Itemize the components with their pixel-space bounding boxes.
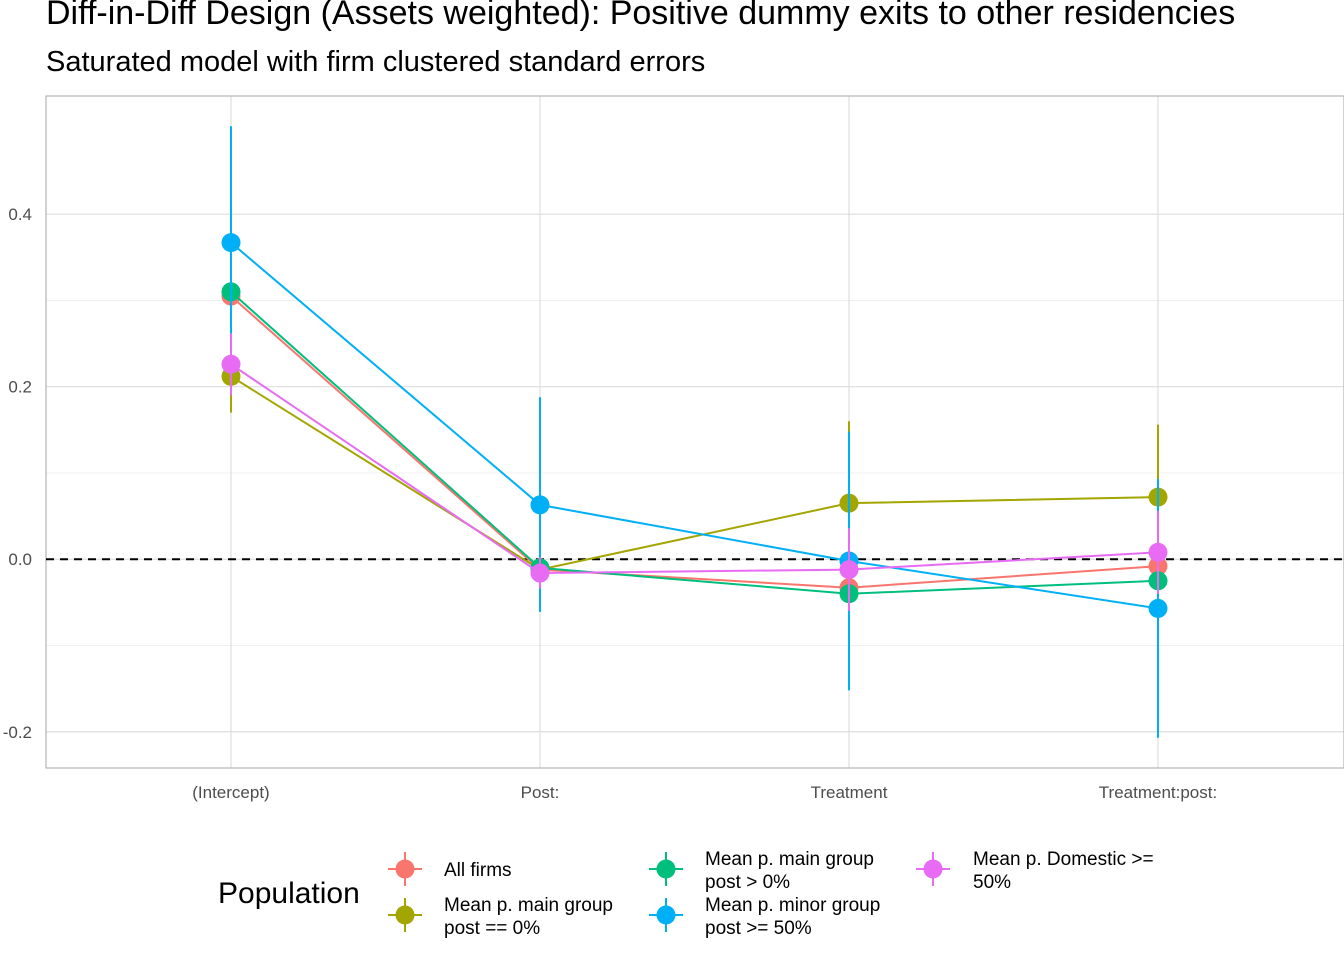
legend-key-point bbox=[656, 859, 676, 879]
chart-title: Diff-in-Diff Design (Assets weighted): P… bbox=[46, 0, 1236, 32]
legend-label: Mean p. Domestic >= 50% bbox=[973, 849, 1154, 893]
data-point bbox=[1148, 598, 1168, 618]
series-line bbox=[230, 291, 1159, 595]
legend-title: Population bbox=[218, 877, 360, 910]
series-3 bbox=[221, 126, 1168, 738]
series-line bbox=[230, 375, 1159, 571]
legend-label: All firms bbox=[444, 860, 512, 881]
series-1 bbox=[221, 340, 1168, 586]
legend-label: Mean p. minor group post >= 50% bbox=[705, 895, 880, 939]
legend-item: All firms bbox=[388, 852, 512, 886]
legend-label-line: Mean p. main group bbox=[705, 849, 874, 870]
legend-label-line: post >= 50% bbox=[705, 918, 812, 939]
x-tick-label: Treatment:post: bbox=[1099, 783, 1217, 802]
panel-border bbox=[45, 95, 1344, 769]
series-line bbox=[230, 241, 1159, 610]
legend-label-line: post == 0% bbox=[444, 918, 540, 939]
data-point bbox=[221, 354, 241, 374]
data-point bbox=[839, 560, 859, 580]
grid-layer bbox=[46, 96, 1344, 768]
legend-key-point bbox=[656, 905, 676, 925]
legend-label: Mean p. main group post == 0% bbox=[444, 895, 613, 939]
legend-item: Mean p. Domestic >= 50% bbox=[916, 849, 1154, 893]
series-2 bbox=[221, 240, 1168, 637]
legend-item: Mean p. main group post > 0% bbox=[649, 849, 874, 893]
data-point bbox=[1148, 542, 1168, 562]
x-tick-label: (Intercept) bbox=[192, 783, 269, 802]
legend-item: Mean p. main group post == 0% bbox=[388, 895, 613, 939]
legend-item: Mean p. minor group post >= 50% bbox=[649, 895, 880, 939]
axis-layer: -0.2 0.0 0.2 0.4 (Intercept) Post: Treatment Tr… bbox=[3, 95, 1344, 802]
legend-key-point bbox=[923, 859, 943, 879]
legend-label: Mean p. main group post > 0% bbox=[705, 849, 874, 893]
x-tick-label: Post: bbox=[521, 783, 560, 802]
legend-label-line: All firms bbox=[444, 860, 512, 881]
x-tick-label: Treatment bbox=[811, 783, 888, 802]
y-tick-label: 0.0 bbox=[8, 550, 32, 569]
y-tick-label: 0.4 bbox=[8, 205, 32, 224]
legend-label-line: Mean p. main group bbox=[444, 895, 613, 916]
legend-label-line: Mean p. Domestic >= bbox=[973, 849, 1154, 870]
series-layer bbox=[221, 126, 1168, 738]
legend-key-point bbox=[395, 859, 415, 879]
series-0 bbox=[221, 244, 1168, 633]
data-point bbox=[530, 563, 550, 583]
legend-key-point bbox=[395, 905, 415, 925]
series-4 bbox=[221, 333, 1168, 611]
legend-label-line: Mean p. minor group bbox=[705, 895, 880, 916]
y-tick-label: 0.2 bbox=[8, 378, 32, 397]
data-point bbox=[221, 233, 241, 253]
chart-subtitle: Saturated model with firm clustered stan… bbox=[46, 46, 706, 78]
legend-label-line: 50% bbox=[973, 872, 1011, 893]
legend-label-line: post > 0% bbox=[705, 872, 790, 893]
data-point bbox=[530, 495, 550, 515]
series-line bbox=[230, 295, 1159, 589]
series-line bbox=[230, 363, 1159, 575]
y-tick-label: -0.2 bbox=[3, 723, 32, 742]
